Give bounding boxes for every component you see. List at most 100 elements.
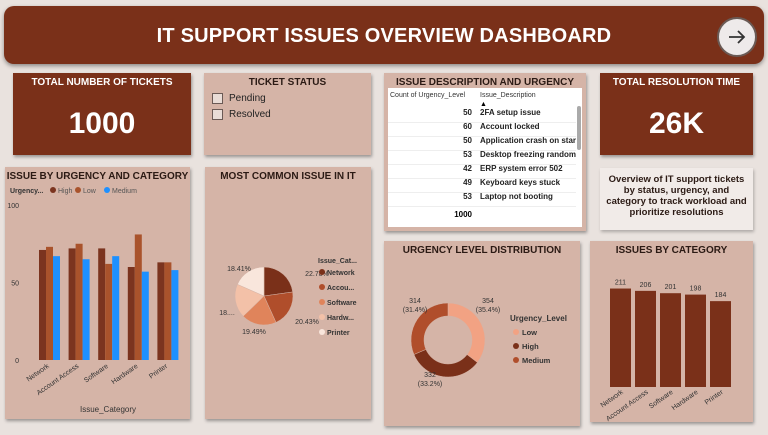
legend-title: Issue_Cat... bbox=[318, 258, 357, 265]
checkbox-icon[interactable] bbox=[212, 109, 223, 120]
donut-data-label: 354 bbox=[482, 298, 494, 305]
resolution-time-title: TOTAL RESOLUTION TIME bbox=[612, 77, 741, 88]
issues-category-card: ISSUES BY CATEGORY 211 Network 206 Account … bbox=[590, 241, 753, 422]
sort-asc-icon[interactable]: ▲ bbox=[480, 101, 487, 108]
y-tick-label: 100 bbox=[7, 203, 19, 210]
description-text: Overview of IT support tickets by status… bbox=[606, 174, 747, 218]
bar bbox=[635, 290, 656, 387]
arrow-right-icon bbox=[729, 30, 746, 44]
legend-title: Urgency... bbox=[10, 188, 43, 195]
legend-marker bbox=[319, 269, 325, 275]
row-description: Laptop not booting bbox=[480, 192, 553, 201]
pie-slice bbox=[237, 266, 265, 297]
legend-marker bbox=[75, 187, 81, 193]
row-count: 50 bbox=[463, 108, 472, 117]
legend-marker bbox=[104, 187, 110, 193]
bar bbox=[127, 267, 135, 360]
total-tickets-value: 1000 bbox=[68, 107, 136, 140]
legend-label: Accou... bbox=[327, 285, 354, 292]
bar bbox=[53, 256, 60, 360]
pie-slice bbox=[263, 266, 294, 297]
next-page-button[interactable] bbox=[717, 17, 757, 57]
common-issue-title: MOST COMMON ISSUE IN IT bbox=[220, 171, 356, 182]
ticket-status-card: TICKET STATUS Pending Resolved bbox=[204, 73, 371, 155]
total-tickets-title: TOTAL NUMBER OF TICKETS bbox=[31, 77, 173, 88]
table-row[interactable]: 50 Application crash on startu bbox=[388, 136, 576, 151]
bar bbox=[710, 301, 731, 387]
bar bbox=[46, 246, 53, 360]
legend-label: Medium bbox=[522, 356, 551, 365]
donut-data-label: 332 bbox=[424, 372, 436, 379]
bar bbox=[171, 270, 179, 360]
header-bar: IT SUPPORT ISSUES OVERVIEW DASHBOARD bbox=[4, 6, 764, 64]
bar bbox=[98, 248, 106, 360]
row-count: 42 bbox=[463, 164, 472, 173]
legend-marker bbox=[319, 284, 325, 290]
urgency-dist-card: URGENCY LEVEL DISTRIBUTION 354 (35.4%) 332… bbox=[384, 241, 580, 426]
legend-label: High bbox=[522, 342, 539, 351]
table-body: 50 2FA setup issue 60 Account locked 50 Appli… bbox=[388, 108, 576, 213]
table-row[interactable]: 49 Keyboard keys stuck bbox=[388, 178, 576, 193]
x-tick-label: Hardware bbox=[671, 389, 700, 412]
bar bbox=[610, 288, 631, 387]
pie-data-label: 20.43% bbox=[295, 319, 319, 326]
y-tick-label: 0 bbox=[15, 358, 19, 365]
x-tick-label: Printer bbox=[704, 389, 725, 407]
table-row[interactable]: 53 Laptop not booting bbox=[388, 192, 576, 207]
table-row[interactable]: 60 Account locked bbox=[388, 122, 576, 137]
legend-label: Printer bbox=[327, 330, 350, 337]
legend-label: Low bbox=[522, 328, 537, 337]
table-row[interactable]: 50 2FA setup issue bbox=[388, 108, 576, 123]
bar bbox=[68, 248, 76, 360]
row-count: 60 bbox=[463, 122, 472, 131]
x-tick-label: Hardware bbox=[111, 363, 140, 386]
row-description: Desktop freezing randomly bbox=[480, 150, 576, 159]
common-issue-card: MOST COMMON ISSUE IN IT 22.78% 20.43% 19.4… bbox=[205, 167, 371, 419]
bar bbox=[141, 271, 149, 360]
pie-slice bbox=[263, 291, 294, 323]
urgency-dist-title: URGENCY LEVEL DISTRIBUTION bbox=[402, 245, 562, 256]
bar-data-label: 211 bbox=[615, 280, 626, 287]
row-count: 49 bbox=[463, 178, 472, 187]
legend-marker bbox=[513, 329, 519, 335]
page-title: IT SUPPORT ISSUES OVERVIEW DASHBOARD bbox=[156, 25, 612, 47]
issue-table[interactable]: Count of Urgency_Level Issue_Description… bbox=[388, 88, 582, 227]
checkbox-icon[interactable] bbox=[212, 93, 223, 104]
status-option-resolved[interactable]: Resolved bbox=[212, 109, 271, 120]
x-tick-label: Software bbox=[83, 363, 110, 385]
legend-label: Hardw... bbox=[327, 315, 354, 322]
row-count: 50 bbox=[463, 136, 472, 145]
row-count: 53 bbox=[463, 150, 472, 159]
x-tick-label: Network bbox=[26, 363, 51, 384]
bar-data-label: 206 bbox=[640, 282, 652, 289]
legend-marker bbox=[50, 187, 56, 193]
legend-label: Medium bbox=[112, 188, 137, 195]
bar bbox=[134, 234, 142, 360]
bar-data-label: 201 bbox=[665, 284, 677, 291]
legend-marker bbox=[513, 343, 519, 349]
col-header-count[interactable]: Count of Urgency_Level bbox=[390, 92, 466, 99]
legend-marker bbox=[319, 299, 325, 305]
resolution-time-card: TOTAL RESOLUTION TIME 26K bbox=[600, 73, 753, 155]
urgency-dist-chart: 354 (35.4%) 332 (33.2%) 314 (31.4%) Urgency_Le… bbox=[403, 298, 567, 388]
legend-title: Urgency_Level bbox=[510, 314, 567, 323]
table-scrollbar[interactable] bbox=[577, 106, 581, 150]
table-row[interactable]: 42 ERP system error 502 bbox=[388, 164, 576, 179]
x-axis-label: Issue_Category bbox=[80, 405, 136, 414]
col-header-description[interactable]: Issue_Description bbox=[480, 92, 536, 99]
bar bbox=[75, 243, 83, 360]
bar bbox=[82, 259, 90, 360]
donut-data-label: 314 bbox=[409, 298, 421, 305]
legend-label: Software bbox=[327, 300, 357, 307]
status-option-pending[interactable]: Pending bbox=[212, 93, 266, 104]
bar bbox=[164, 262, 172, 360]
urgency-category-chart: Urgency... High Low Medium100500NetworkAcco… bbox=[7, 187, 179, 414]
row-description: Keyboard keys stuck bbox=[480, 178, 561, 187]
table-row[interactable]: 53 Desktop freezing randomly bbox=[388, 150, 576, 165]
legend-marker bbox=[319, 314, 325, 320]
bar bbox=[685, 294, 706, 387]
row-description: Application crash on startu bbox=[480, 136, 576, 145]
row-count: 53 bbox=[463, 192, 472, 201]
bar-data-label: 198 bbox=[690, 286, 702, 293]
